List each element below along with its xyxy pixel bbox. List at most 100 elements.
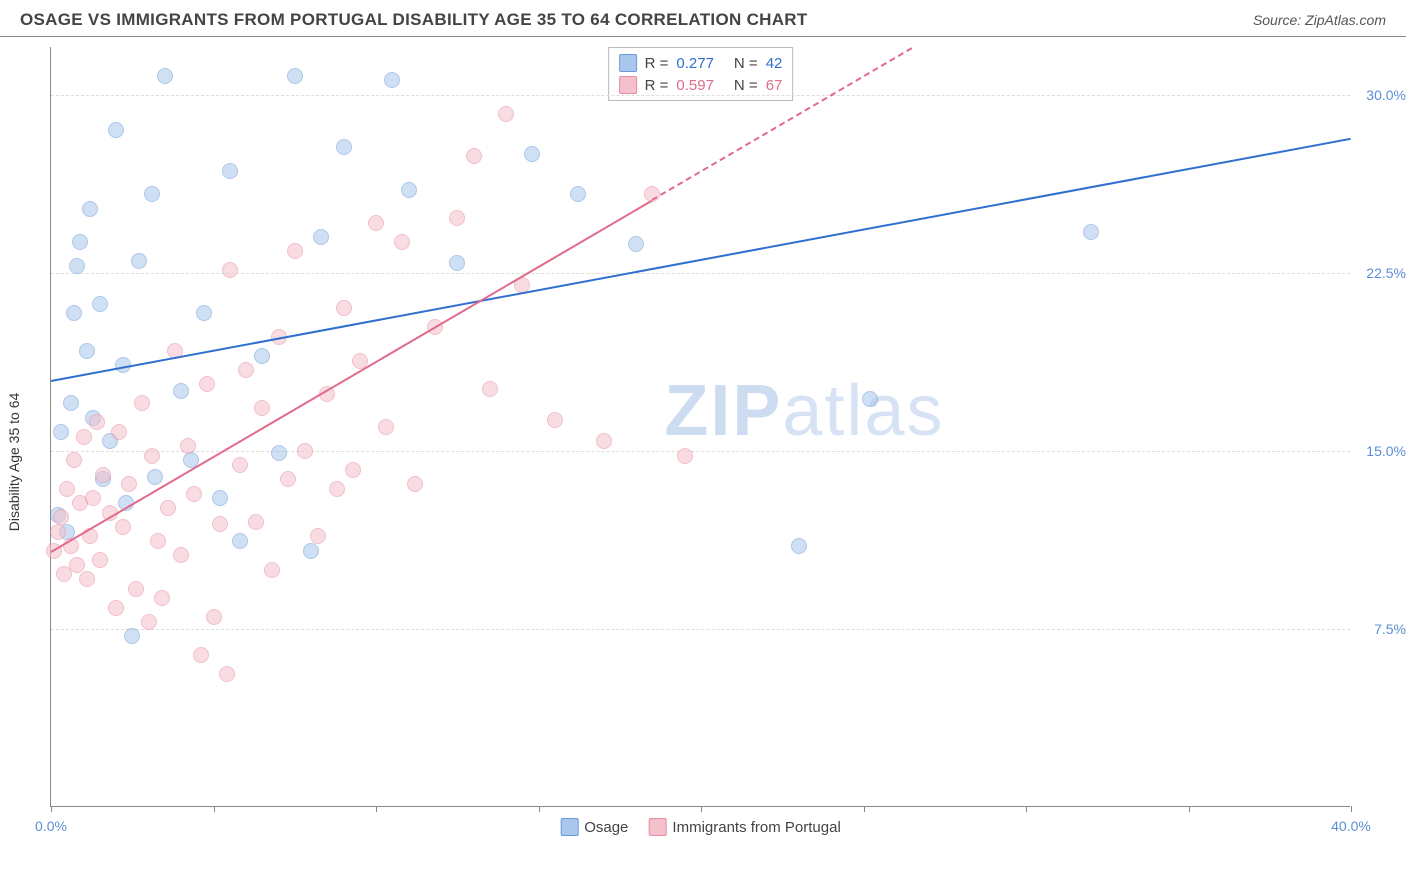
data-point — [92, 296, 108, 312]
data-point — [677, 448, 693, 464]
legend-item: Immigrants from Portugal — [648, 818, 840, 836]
data-point — [368, 215, 384, 231]
data-point — [628, 236, 644, 252]
data-point — [124, 628, 140, 644]
x-tick — [214, 806, 215, 812]
data-point — [199, 376, 215, 392]
data-point — [212, 516, 228, 532]
legend-swatch — [619, 76, 637, 94]
data-point — [193, 647, 209, 663]
data-point — [180, 438, 196, 454]
legend-swatch — [648, 818, 666, 836]
x-tick — [1351, 806, 1352, 812]
legend-swatch — [560, 818, 578, 836]
data-point — [128, 581, 144, 597]
data-point — [59, 481, 75, 497]
data-point — [144, 186, 160, 202]
data-point — [280, 471, 296, 487]
x-tick — [1026, 806, 1027, 812]
data-point — [547, 412, 563, 428]
gridline — [51, 629, 1350, 630]
data-point — [95, 467, 111, 483]
legend-n-label: N = — [734, 55, 758, 72]
x-tick — [701, 806, 702, 812]
x-tick — [376, 806, 377, 812]
legend-row: R = 0.277N = 42 — [619, 52, 783, 74]
data-point — [862, 391, 878, 407]
data-point — [378, 419, 394, 435]
data-point — [173, 383, 189, 399]
data-point — [254, 348, 270, 364]
data-point — [222, 163, 238, 179]
gridline — [51, 451, 1350, 452]
data-point — [79, 571, 95, 587]
legend-item: Osage — [560, 818, 628, 836]
data-point — [297, 443, 313, 459]
y-axis-label: Disability Age 35 to 64 — [6, 393, 22, 532]
gridline — [51, 95, 1350, 96]
data-point — [248, 514, 264, 530]
legend-n-value: 67 — [766, 77, 783, 94]
data-point — [173, 547, 189, 563]
data-point — [287, 68, 303, 84]
data-point — [1083, 224, 1099, 240]
x-tick-label: 40.0% — [1331, 818, 1371, 834]
data-point — [66, 452, 82, 468]
data-point — [53, 424, 69, 440]
data-point — [219, 666, 235, 682]
data-point — [329, 481, 345, 497]
data-point — [89, 414, 105, 430]
legend-r-label: R = — [645, 55, 669, 72]
header-bar: OSAGE VS IMMIGRANTS FROM PORTUGAL DISABI… — [0, 0, 1406, 37]
source-label: Source: ZipAtlas.com — [1253, 12, 1386, 28]
data-point — [154, 590, 170, 606]
legend-row: R = 0.597N = 67 — [619, 74, 783, 96]
series-legend: Osage Immigrants from Portugal — [560, 818, 841, 836]
x-tick — [864, 806, 865, 812]
data-point — [66, 305, 82, 321]
data-point — [92, 552, 108, 568]
y-tick-label: 15.0% — [1356, 443, 1406, 459]
data-point — [271, 445, 287, 461]
data-point — [407, 476, 423, 492]
data-point — [108, 122, 124, 138]
data-point — [482, 381, 498, 397]
data-point — [121, 476, 137, 492]
data-point — [131, 253, 147, 269]
data-point — [134, 395, 150, 411]
chart-title: OSAGE VS IMMIGRANTS FROM PORTUGAL DISABI… — [20, 10, 808, 30]
data-point — [144, 448, 160, 464]
plot-area: ZIPatlas R = 0.277N = 42R = 0.597N = 67 … — [50, 47, 1350, 807]
watermark-zip: ZIP — [664, 371, 782, 451]
trend-line — [51, 137, 1351, 381]
legend-r-value: 0.597 — [676, 77, 714, 94]
data-point — [222, 262, 238, 278]
data-point — [345, 462, 361, 478]
data-point — [394, 234, 410, 250]
legend-r-label: R = — [645, 77, 669, 94]
data-point — [76, 429, 92, 445]
data-point — [570, 186, 586, 202]
data-point — [310, 528, 326, 544]
data-point — [141, 614, 157, 630]
data-point — [150, 533, 166, 549]
data-point — [791, 538, 807, 554]
data-point — [85, 490, 101, 506]
data-point — [79, 343, 95, 359]
legend-label: Osage — [584, 819, 628, 836]
gridline — [51, 273, 1350, 274]
data-point — [186, 486, 202, 502]
watermark: ZIPatlas — [664, 370, 944, 452]
data-point — [232, 457, 248, 473]
data-point — [53, 509, 69, 525]
data-point — [206, 609, 222, 625]
y-tick-label: 7.5% — [1356, 621, 1406, 637]
data-point — [313, 229, 329, 245]
legend-swatch — [619, 54, 637, 72]
data-point — [111, 424, 127, 440]
data-point — [212, 490, 228, 506]
data-point — [115, 519, 131, 535]
data-point — [238, 362, 254, 378]
data-point — [524, 146, 540, 162]
legend-r-value: 0.277 — [676, 55, 714, 72]
